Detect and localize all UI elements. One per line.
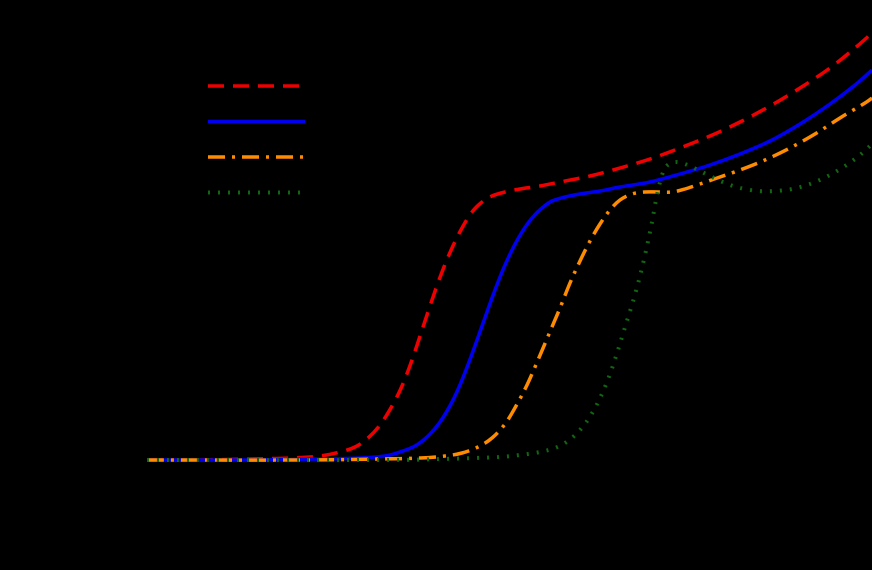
- curve-orange: [146, 96, 872, 462]
- curve-red: [146, 31, 872, 462]
- curve-blue: [146, 68, 872, 462]
- curve-green: [146, 142, 872, 463]
- series-layer: [146, 31, 872, 463]
- chart-legend: [208, 84, 305, 195]
